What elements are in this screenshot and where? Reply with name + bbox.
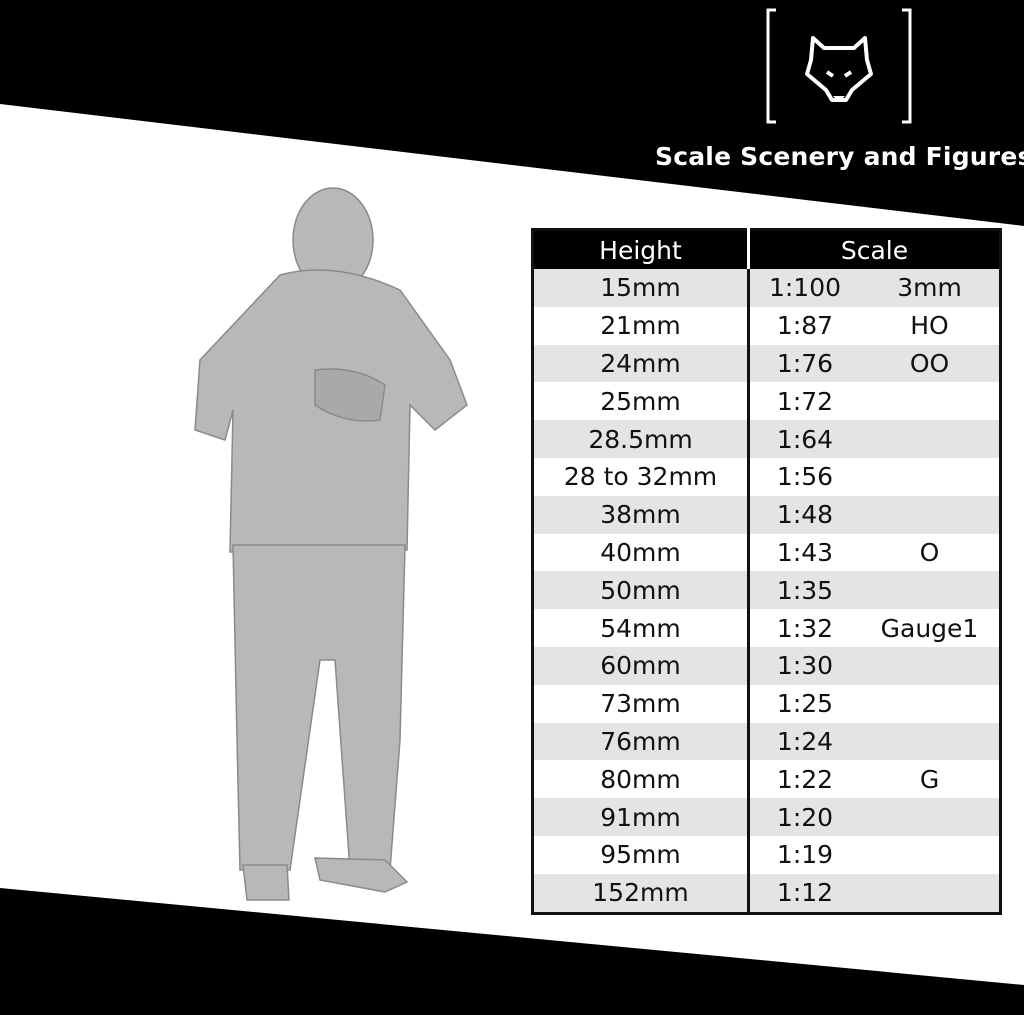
gauge-cell xyxy=(860,873,1001,914)
gauge-cell xyxy=(860,684,1001,723)
ratio-cell: 1:24 xyxy=(748,722,860,761)
table-row: 80mm 1:22 G xyxy=(532,760,1001,799)
table-row: 25mm 1:72 xyxy=(532,382,1001,421)
header-height: Height xyxy=(532,229,750,269)
ratio-cell: 1:43 xyxy=(748,533,860,572)
ratio-cell: 1:56 xyxy=(748,457,860,496)
bottom-band xyxy=(0,888,1024,1015)
table-row: 152mm 1:12 xyxy=(532,873,1001,914)
wolf-head-icon xyxy=(766,8,912,124)
table-row: 28 to 32mm 1:56 xyxy=(532,457,1001,496)
table-row: 95mm 1:19 xyxy=(532,835,1001,874)
table-row: 21mm 1:87 HO xyxy=(532,306,1001,345)
height-cell: 15mm xyxy=(532,269,750,307)
height-cell: 50mm xyxy=(532,571,750,610)
table-row: 60mm 1:30 xyxy=(532,646,1001,685)
gauge-cell: HO xyxy=(860,306,1001,345)
height-cell: 28 to 32mm xyxy=(532,457,750,496)
ratio-cell: 1:48 xyxy=(748,495,860,534)
height-cell: 21mm xyxy=(532,306,750,345)
gauge-cell xyxy=(860,457,1001,496)
table-row: 76mm 1:24 xyxy=(532,722,1001,761)
table-row: 28.5mm 1:64 xyxy=(532,420,1001,458)
height-cell: 24mm xyxy=(532,344,750,383)
gauge-cell xyxy=(860,382,1001,421)
gauge-cell xyxy=(860,420,1001,458)
height-cell: 152mm xyxy=(532,873,750,914)
gauge-cell: Gauge1 xyxy=(860,609,1001,647)
gauge-cell xyxy=(860,798,1001,836)
gauge-cell xyxy=(860,835,1001,874)
ratio-cell: 1:87 xyxy=(748,306,860,345)
table-row: 38mm 1:48 xyxy=(532,495,1001,534)
height-cell: 60mm xyxy=(532,646,750,685)
height-cell: 80mm xyxy=(532,760,750,799)
ratio-cell: 1:20 xyxy=(748,798,860,836)
ratio-cell: 1:72 xyxy=(748,382,860,421)
gauge-cell xyxy=(860,495,1001,534)
table-row: 54mm 1:32 Gauge1 xyxy=(532,609,1001,647)
height-cell: 76mm xyxy=(532,722,750,761)
figure-model-image xyxy=(194,187,468,901)
gauge-cell: 3mm xyxy=(860,269,1001,307)
height-cell: 38mm xyxy=(532,495,750,534)
ratio-cell: 1:12 xyxy=(748,873,860,914)
gauge-cell xyxy=(860,646,1001,685)
height-cell: 91mm xyxy=(532,798,750,836)
height-cell: 73mm xyxy=(532,684,750,723)
table-row: 73mm 1:25 xyxy=(532,684,1001,723)
table-row: 15mm 1:100 3mm xyxy=(532,269,1001,307)
ratio-cell: 1:32 xyxy=(748,609,860,647)
gauge-cell xyxy=(860,571,1001,610)
ratio-cell: 1:35 xyxy=(748,571,860,610)
ratio-cell: 1:100 xyxy=(748,269,860,307)
ratio-cell: 1:22 xyxy=(748,760,860,799)
ratio-cell: 1:64 xyxy=(748,420,860,458)
height-cell: 40mm xyxy=(532,533,750,572)
height-cell: 54mm xyxy=(532,609,750,647)
ratio-cell: 1:76 xyxy=(748,344,860,383)
table-row: 91mm 1:20 xyxy=(532,798,1001,836)
table-row: 50mm 1:35 xyxy=(532,571,1001,610)
brand-name: Scale Scenery and Figures xyxy=(655,142,1024,171)
height-cell: 28.5mm xyxy=(532,420,750,458)
gauge-cell: OO xyxy=(860,344,1001,383)
gauge-cell xyxy=(860,722,1001,761)
scale-table: Height Scale 15mm 1:100 3mm 21mm 1:87 HO 24mm 1… xyxy=(531,228,1002,915)
height-cell: 25mm xyxy=(532,382,750,421)
ratio-cell: 1:30 xyxy=(748,646,860,685)
ratio-cell: 1:25 xyxy=(748,684,860,723)
table-row: 24mm 1:76 OO xyxy=(532,344,1001,383)
header-scale: Scale xyxy=(748,229,1001,269)
ratio-cell: 1:19 xyxy=(748,835,860,874)
height-cell: 95mm xyxy=(532,835,750,874)
gauge-cell: O xyxy=(860,533,1001,572)
table-header-row: Height Scale xyxy=(532,229,1001,269)
gauge-cell: G xyxy=(860,760,1001,799)
table-row: 40mm 1:43 O xyxy=(532,533,1001,572)
